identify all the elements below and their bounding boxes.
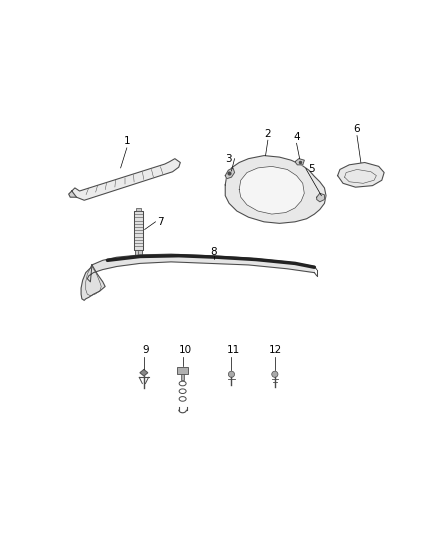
Polygon shape [140, 370, 148, 376]
Polygon shape [225, 156, 326, 223]
Polygon shape [72, 159, 180, 200]
Text: 9: 9 [142, 345, 149, 355]
Text: 2: 2 [265, 128, 271, 139]
Polygon shape [338, 163, 384, 187]
Text: 7: 7 [157, 217, 164, 227]
Polygon shape [317, 193, 325, 202]
Circle shape [228, 371, 235, 377]
Polygon shape [225, 168, 235, 179]
Polygon shape [69, 191, 77, 197]
Text: 5: 5 [308, 164, 315, 174]
Polygon shape [81, 265, 105, 301]
Circle shape [272, 371, 278, 377]
Polygon shape [87, 254, 314, 282]
Text: 3: 3 [225, 154, 231, 164]
Bar [134, 211, 143, 249]
Text: 1: 1 [124, 136, 130, 147]
Bar [181, 374, 184, 381]
Bar [134, 249, 142, 256]
Text: 6: 6 [354, 124, 360, 134]
Text: 8: 8 [210, 247, 217, 257]
Bar [177, 367, 188, 374]
Polygon shape [295, 159, 304, 165]
Bar [136, 208, 141, 211]
Text: 10: 10 [178, 345, 191, 355]
Text: 12: 12 [269, 345, 282, 355]
Text: 11: 11 [226, 345, 240, 355]
Polygon shape [239, 166, 304, 214]
Text: 4: 4 [293, 132, 300, 142]
